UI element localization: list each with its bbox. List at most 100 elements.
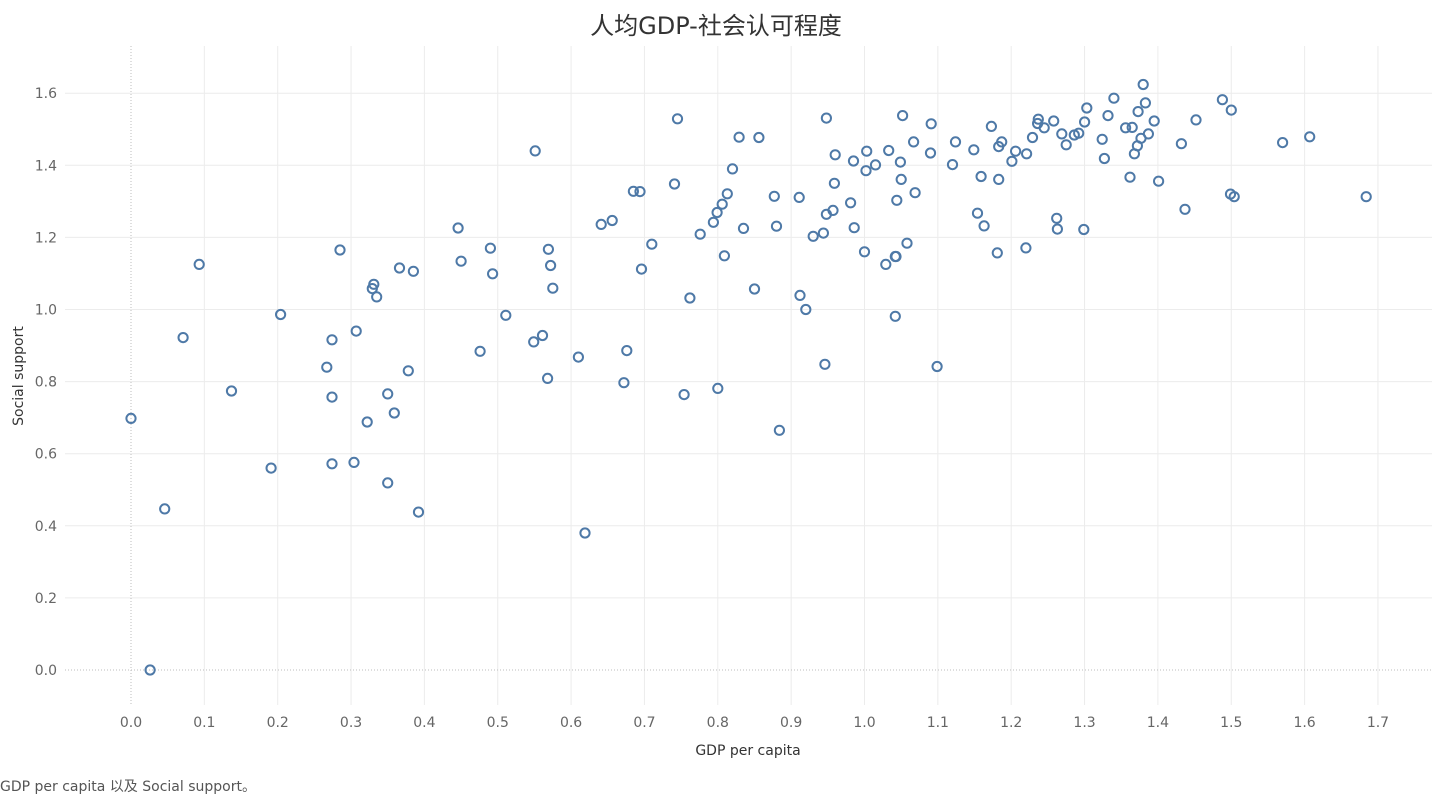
data-point[interactable]	[931, 360, 943, 373]
data-point[interactable]	[1060, 139, 1072, 151]
data-point[interactable]	[718, 250, 731, 262]
data-point[interactable]	[412, 506, 425, 518]
data-point[interactable]	[547, 282, 559, 294]
data-point[interactable]	[1073, 127, 1085, 139]
data-point[interactable]	[968, 144, 980, 156]
data-point[interactable]	[529, 145, 541, 157]
data-point[interactable]	[794, 289, 806, 301]
data-point[interactable]	[753, 131, 765, 144]
data-point[interactable]	[1051, 212, 1063, 224]
data-point[interactable]	[1056, 128, 1068, 140]
data-point[interactable]	[684, 292, 696, 304]
data-point[interactable]	[894, 156, 907, 168]
data-point[interactable]	[1032, 113, 1044, 125]
data-point[interactable]	[1081, 102, 1093, 114]
data-point[interactable]	[606, 214, 618, 227]
data-point[interactable]	[1126, 121, 1138, 134]
data-point[interactable]	[1142, 128, 1155, 140]
data-point[interactable]	[572, 351, 585, 363]
data-point[interactable]	[890, 250, 902, 263]
data-point[interactable]	[579, 527, 591, 539]
data-point[interactable]	[1277, 137, 1289, 149]
data-point[interactable]	[1137, 78, 1149, 91]
data-point[interactable]	[368, 278, 380, 290]
data-point[interactable]	[334, 244, 346, 256]
data-point[interactable]	[827, 204, 839, 216]
data-point[interactable]	[1010, 145, 1022, 157]
data-point[interactable]	[474, 345, 486, 357]
data-point[interactable]	[1360, 191, 1372, 203]
data-point[interactable]	[635, 263, 648, 275]
data-point[interactable]	[618, 377, 630, 389]
data-point[interactable]	[1225, 104, 1237, 116]
data-point[interactable]	[371, 291, 383, 303]
data-point[interactable]	[634, 186, 646, 198]
data-point[interactable]	[265, 462, 277, 474]
data-point[interactable]	[1078, 223, 1090, 236]
data-point[interactable]	[382, 477, 394, 489]
data-point[interactable]	[819, 358, 831, 370]
data-point[interactable]	[909, 187, 921, 199]
data-point[interactable]	[275, 308, 287, 321]
data-point[interactable]	[1021, 148, 1033, 160]
data-point[interactable]	[793, 191, 805, 203]
data-point[interactable]	[726, 163, 739, 175]
data-point[interactable]	[925, 118, 937, 130]
data-point[interactable]	[1020, 242, 1032, 254]
data-point[interactable]	[1179, 203, 1191, 215]
data-point[interactable]	[993, 173, 1005, 185]
data-point[interactable]	[829, 149, 841, 161]
data-point[interactable]	[125, 412, 137, 424]
data-point[interactable]	[978, 220, 990, 232]
data-point[interactable]	[326, 391, 338, 403]
data-point[interactable]	[1051, 223, 1064, 235]
data-point[interactable]	[946, 159, 959, 171]
data-point[interactable]	[388, 407, 400, 419]
data-point[interactable]	[908, 136, 920, 148]
data-point[interactable]	[542, 372, 554, 384]
data-point[interactable]	[407, 265, 419, 277]
data-point[interactable]	[721, 188, 733, 200]
data-point[interactable]	[350, 325, 362, 337]
data-point[interactable]	[807, 230, 819, 242]
data-point[interactable]	[897, 110, 909, 122]
data-point[interactable]	[678, 389, 690, 401]
data-point[interactable]	[326, 334, 338, 346]
data-point[interactable]	[1139, 97, 1152, 109]
data-point[interactable]	[1304, 131, 1316, 143]
data-point[interactable]	[1175, 138, 1188, 150]
data-point[interactable]	[770, 220, 783, 232]
data-point[interactable]	[880, 258, 892, 270]
data-point[interactable]	[707, 216, 720, 228]
data-point[interactable]	[668, 178, 681, 190]
data-point[interactable]	[1153, 175, 1165, 187]
data-point[interactable]	[361, 416, 373, 428]
data-point[interactable]	[1038, 122, 1050, 134]
data-point[interactable]	[901, 237, 913, 249]
data-point[interactable]	[820, 112, 833, 124]
data-point[interactable]	[883, 144, 895, 157]
data-point[interactable]	[996, 136, 1008, 148]
data-point[interactable]	[177, 332, 189, 344]
data-point[interactable]	[768, 190, 780, 202]
data-point[interactable]	[455, 255, 467, 267]
data-point[interactable]	[621, 345, 633, 357]
data-point[interactable]	[1006, 155, 1018, 167]
data-point[interactable]	[1148, 115, 1160, 127]
data-point[interactable]	[985, 120, 998, 133]
data-point[interactable]	[924, 147, 937, 159]
data-point[interactable]	[891, 194, 903, 206]
data-point[interactable]	[159, 503, 171, 515]
data-point[interactable]	[895, 173, 907, 185]
data-point[interactable]	[542, 243, 555, 255]
data-point[interactable]	[971, 207, 984, 219]
data-point[interactable]	[500, 309, 512, 321]
data-point[interactable]	[949, 136, 962, 148]
data-point[interactable]	[528, 336, 540, 348]
data-point[interactable]	[1120, 122, 1132, 134]
data-point[interactable]	[800, 303, 812, 316]
data-point[interactable]	[748, 283, 761, 295]
data-point[interactable]	[1216, 94, 1229, 106]
data-point[interactable]	[716, 198, 728, 210]
data-point[interactable]	[1124, 171, 1136, 183]
